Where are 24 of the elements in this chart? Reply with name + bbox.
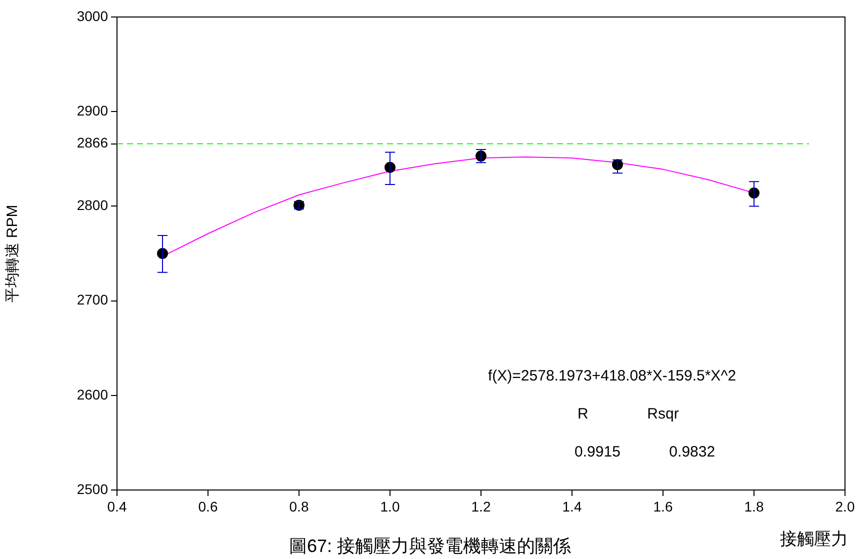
x-axis-title: 接觸壓力	[780, 530, 848, 549]
x-tick-label: 1.6	[653, 498, 673, 514]
text: 圖67: 接觸壓力與發電機轉速的關係	[288, 536, 572, 556]
annotation: 0.9832	[669, 443, 716, 460]
y-tick-label: 3000	[76, 8, 108, 24]
y-tick-label: 2900	[76, 102, 108, 118]
annotation: f(X)=2578.1973+418.08*X-159.5*X^2	[488, 368, 736, 385]
y-axis-title: 平均轉速 RPM	[4, 204, 22, 302]
x-tick-label: 1.8	[744, 498, 764, 514]
y-tick-label: 2500	[76, 480, 108, 497]
x-tick-label: 2.0	[835, 498, 855, 514]
y-tick-label: 2866	[76, 134, 108, 151]
x-tick-label: 1.0	[380, 498, 400, 514]
x-tick-label: 1.2	[471, 498, 491, 514]
y-tick-label: 2700	[76, 292, 108, 308]
x-tick-label: 0.8	[289, 498, 309, 514]
annotation: 0.9915	[574, 443, 620, 460]
x-tick-label: 0.4	[107, 498, 127, 514]
y-tick-label: 2600	[76, 386, 108, 402]
x-tick-label: 0.6	[198, 498, 218, 514]
annotation: R	[578, 405, 588, 422]
annotation: Rsqr	[647, 405, 679, 422]
x-tick-label: 1.4	[562, 498, 582, 514]
y-tick-label: 2800	[76, 197, 108, 214]
